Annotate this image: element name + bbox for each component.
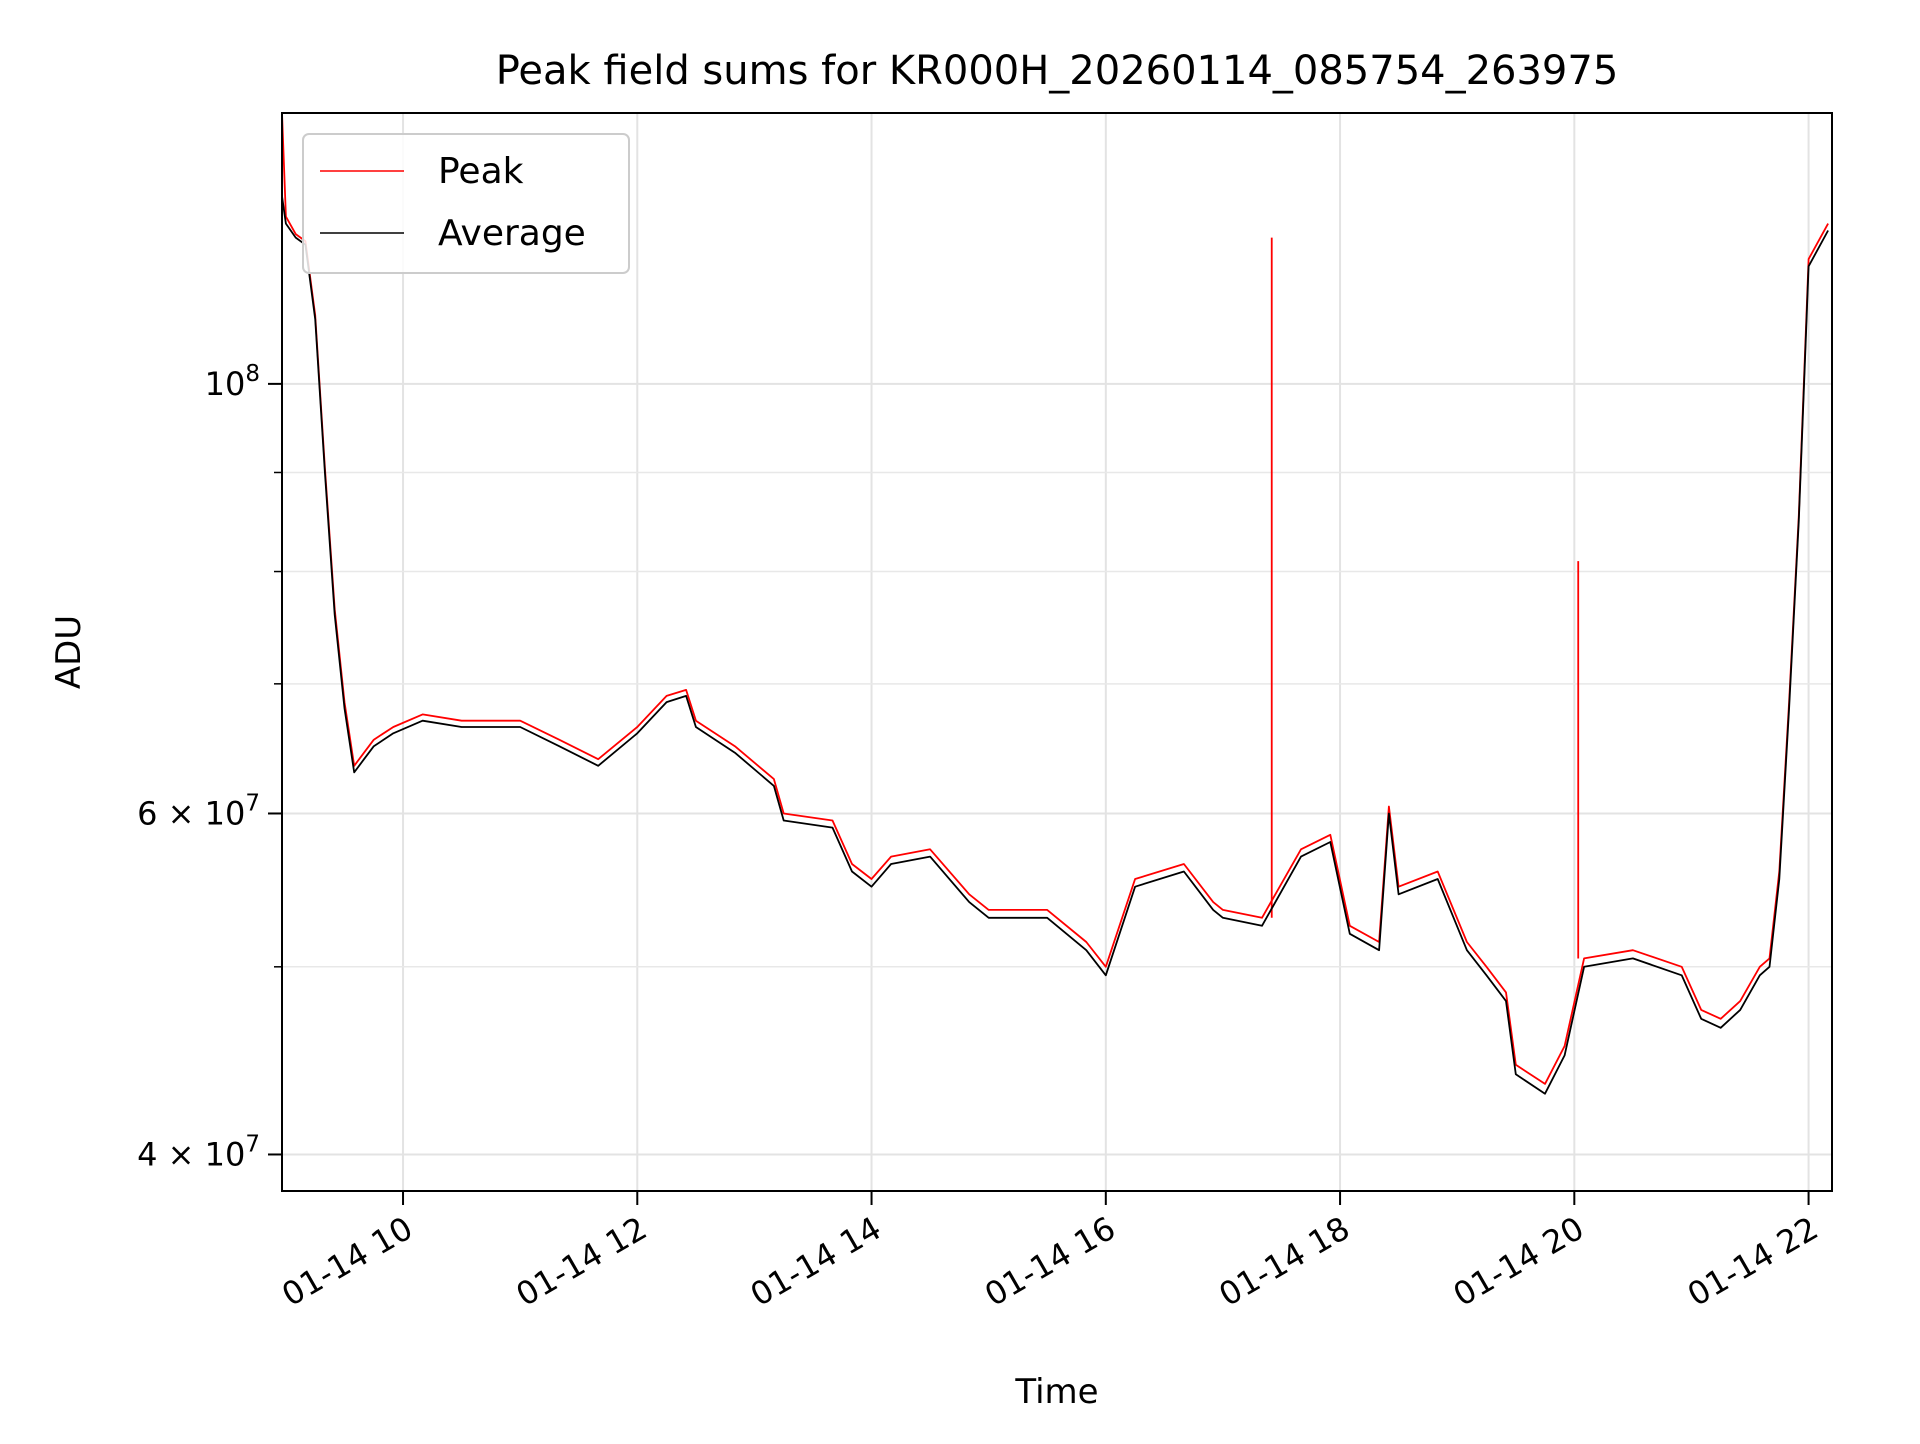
legend-box — [302, 133, 630, 274]
grid-lines — [282, 113, 1832, 1191]
y-axis-ticks: 108 6 × 107 4 × 107 — [137, 361, 282, 1173]
plot-frame — [281, 112, 1833, 1192]
y-tick-label: 108 — [205, 361, 260, 403]
y-tick-label: 6 × 107 — [137, 790, 260, 832]
series-line-average — [281, 196, 1829, 1095]
y-axis-label: ADU — [49, 615, 89, 689]
x-axis-label: Time — [1014, 1372, 1098, 1412]
legend-label-average: Average — [438, 213, 586, 254]
chart-title: Peak field sums for KR000H_20260114_0857… — [496, 48, 1619, 94]
legend-label-peak: Peak — [438, 151, 524, 192]
series-line-peak — [281, 112, 1829, 1085]
legend: Peak Average — [302, 133, 630, 274]
plot-series — [281, 112, 1829, 1095]
y-tick-label: 4 × 107 — [137, 1131, 260, 1173]
